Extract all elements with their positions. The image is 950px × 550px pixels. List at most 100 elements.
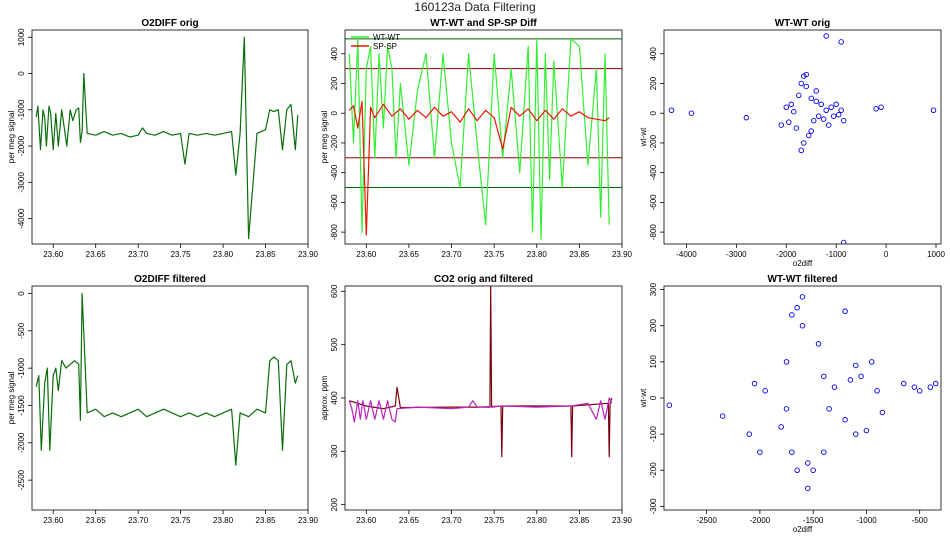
data-point — [796, 92, 802, 99]
y-tick-label: 300 — [649, 282, 658, 296]
data-point — [831, 384, 838, 390]
y-tick-label: -4000 — [17, 208, 26, 229]
data-point — [911, 384, 918, 390]
y-axis-label: wt-wt — [639, 388, 648, 408]
y-tick-label: 400 — [330, 391, 339, 405]
data-point — [800, 140, 807, 146]
legend-label: WT-WT — [373, 33, 400, 42]
data-point — [869, 359, 875, 365]
plot-area — [35, 292, 299, 466]
data-point — [821, 373, 827, 380]
x-tick-label: -1500 — [803, 516, 824, 525]
plot-area — [345, 38, 622, 241]
series-line-o2diff — [35, 36, 299, 240]
plot-area — [668, 33, 937, 244]
y-tick-label: 500 — [330, 337, 339, 351]
y-tick-label: 100 — [649, 355, 658, 369]
data-point — [778, 424, 784, 430]
chart-p1: O2DIFF orig 23.60 23.65 23.70 23.75 23.80 23.8… — [7, 18, 319, 259]
chart-p2: WT-WT and SP-SP Diff 23.60 23.65 23.70 23.75… — [320, 18, 633, 259]
x-tick-label: -2000 — [750, 516, 771, 525]
data-point — [788, 101, 795, 108]
data-point — [830, 113, 837, 119]
plot-area — [348, 286, 613, 458]
data-point — [719, 413, 726, 419]
data-point — [842, 308, 848, 315]
y-tick-label: -600 — [649, 194, 658, 211]
y-tick-label: 200 — [330, 497, 339, 511]
x-tick-label: -1000 — [826, 250, 847, 259]
data-point — [799, 294, 806, 300]
plot-frame — [31, 285, 309, 511]
x-tick-label: 23.85 — [256, 250, 277, 259]
x-tick-label: 23.60 — [43, 516, 64, 525]
data-point — [853, 431, 859, 437]
legend-label: SP-SP — [373, 42, 397, 51]
x-axis-label: o2diff — [793, 525, 813, 534]
y-tick-label: 600 — [330, 284, 339, 298]
y-tick-label: 200 — [649, 76, 658, 90]
x-tick-label: 23.90 — [298, 250, 319, 259]
y-tick-label: -500 — [17, 322, 26, 339]
data-point — [842, 416, 848, 423]
data-point — [879, 409, 886, 416]
chart-title: WT-WT orig — [775, 18, 831, 29]
series-line-wt-wt — [348, 38, 610, 241]
data-point — [810, 467, 816, 474]
data-point — [810, 117, 817, 124]
x-tick-label: 23.65 — [86, 516, 107, 525]
y-tick-label: 300 — [330, 444, 339, 458]
y-tick-label: -3000 — [17, 172, 26, 193]
data-point — [847, 377, 854, 383]
y-axis-label: wt-wt — [639, 127, 648, 147]
chart-title: WT-WT filtered — [768, 274, 838, 285]
data-point — [798, 147, 805, 154]
data-point — [786, 119, 792, 125]
data-point — [668, 107, 675, 113]
x-tick-label: 23.70 — [442, 250, 463, 259]
data-point — [826, 406, 832, 412]
plot-area — [35, 36, 299, 240]
data-point — [783, 359, 790, 365]
y-tick-label: -200 — [330, 134, 339, 151]
x-tick-label: -2000 — [776, 250, 797, 259]
data-point — [813, 98, 819, 105]
y-tick-label: -800 — [649, 224, 658, 241]
data-point — [783, 104, 790, 111]
data-point — [840, 239, 847, 244]
data-point — [805, 132, 812, 139]
data-point — [930, 107, 937, 113]
data-point — [828, 104, 834, 111]
chart-p4: O2DIFF filtered 23.60 23.65 23.70 23.75 23.80… — [7, 274, 319, 525]
x-tick-label: 23.70 — [128, 250, 149, 259]
x-tick-label: 23.60 — [356, 516, 377, 525]
y-axis-label: per meg signal — [7, 372, 16, 425]
data-point — [823, 33, 829, 39]
data-point — [853, 362, 859, 369]
x-tick-label: -500 — [912, 516, 929, 525]
data-point — [838, 107, 844, 113]
x-tick-label: 23.65 — [399, 516, 420, 525]
data-point — [778, 122, 785, 128]
plot-frame — [663, 29, 942, 245]
x-tick-label: 23.85 — [569, 516, 590, 525]
x-tick-label: 23.65 — [399, 250, 420, 259]
data-point — [835, 111, 842, 118]
data-point — [751, 380, 758, 387]
data-point — [815, 113, 822, 119]
chart-p6: WT-WT filtered-2500 -2000 -1500 -1000 -50030… — [639, 274, 942, 534]
data-point — [815, 341, 822, 347]
x-tick-label: 23.75 — [171, 516, 192, 525]
chart-title: O2DIFF orig — [141, 18, 198, 29]
y-axis-label: per meg signal — [320, 111, 329, 164]
y-tick-label: 1000 — [17, 28, 26, 46]
x-tick-label: 0 — [884, 250, 889, 259]
data-point — [932, 380, 939, 387]
x-tick-label: 23.80 — [213, 250, 234, 259]
data-point — [746, 431, 752, 437]
data-point — [900, 380, 907, 387]
y-tick-label: 0 — [649, 110, 658, 115]
data-point — [878, 104, 884, 111]
data-point — [666, 402, 673, 408]
